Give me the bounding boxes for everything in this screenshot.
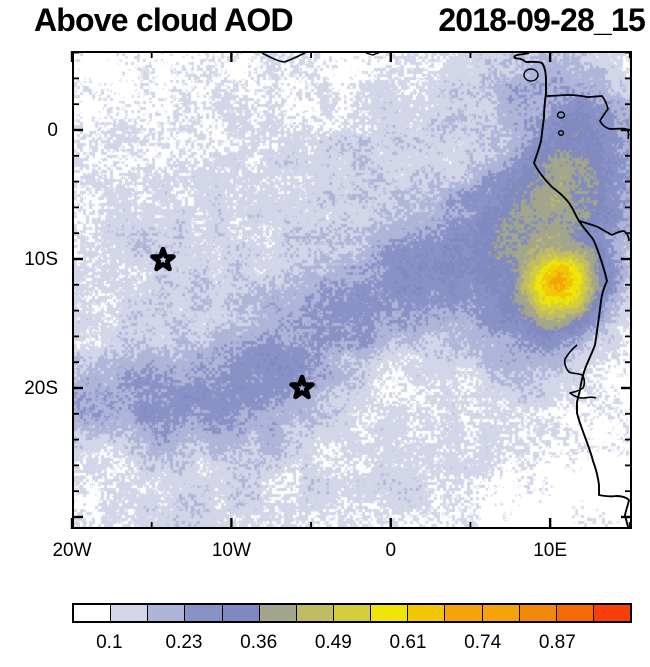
svg-text:0: 0 [47,120,58,141]
svg-text:20S: 20S [24,378,58,399]
svg-text:0.36: 0.36 [240,632,277,653]
svg-text:10W: 10W [212,540,251,561]
svg-text:0.23: 0.23 [166,632,203,653]
svg-text:0.1: 0.1 [96,632,122,653]
svg-text:0: 0 [385,540,396,561]
svg-text:10E: 10E [533,540,567,561]
svg-text:0.87: 0.87 [539,632,576,653]
svg-text:0.61: 0.61 [390,632,427,653]
svg-text:0.74: 0.74 [464,632,501,653]
svg-text:20W: 20W [52,540,91,561]
svg-text:10S: 10S [24,249,58,270]
svg-text:0.49: 0.49 [315,632,352,653]
